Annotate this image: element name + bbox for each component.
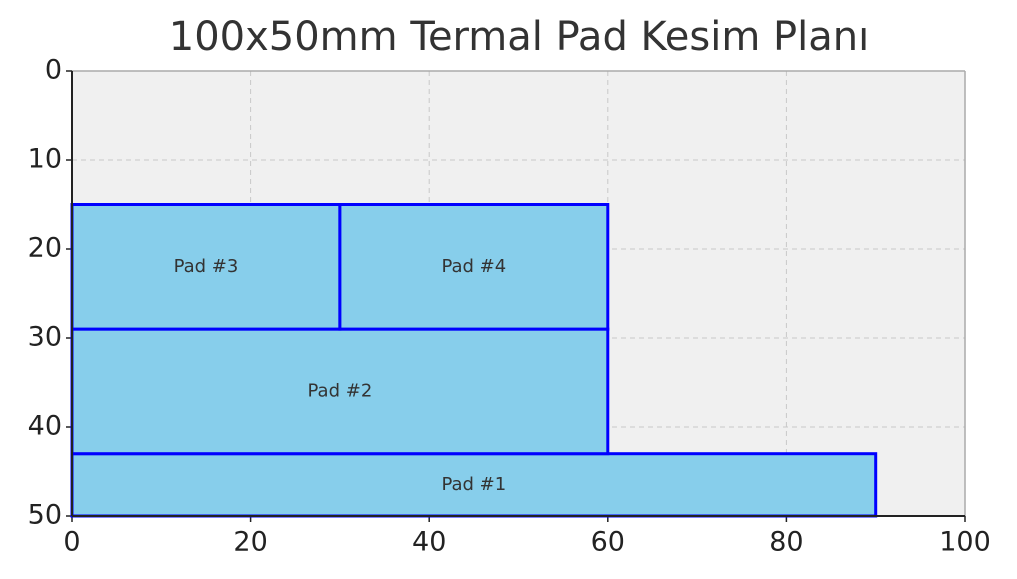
y-tick-label: 40 [28, 411, 62, 442]
chart-title: 100x50mm Termal Pad Kesim Planı [169, 14, 870, 60]
y-tick-label: 30 [28, 322, 62, 353]
x-tick-label: 60 [591, 527, 625, 558]
x-tick-label: 80 [769, 527, 803, 558]
y-tick-label: 10 [28, 144, 62, 175]
pad-rect [70, 203, 342, 331]
x-tick-label: 20 [233, 527, 267, 558]
pad-label: Pad #3 [174, 256, 239, 277]
pad-label: Pad #1 [441, 474, 506, 495]
x-tick-label: 100 [939, 527, 991, 558]
x-tick-label: 0 [63, 527, 80, 558]
y-tick-label: 50 [28, 500, 62, 531]
pad-rect [70, 327, 610, 456]
y-tick-label: 20 [28, 233, 62, 264]
pad-label: Pad #4 [441, 256, 506, 277]
y-tick-label: 0 [45, 55, 62, 86]
pad-rect [338, 203, 610, 331]
pad-label: Pad #2 [308, 380, 373, 401]
x-tick-label: 40 [412, 527, 446, 558]
